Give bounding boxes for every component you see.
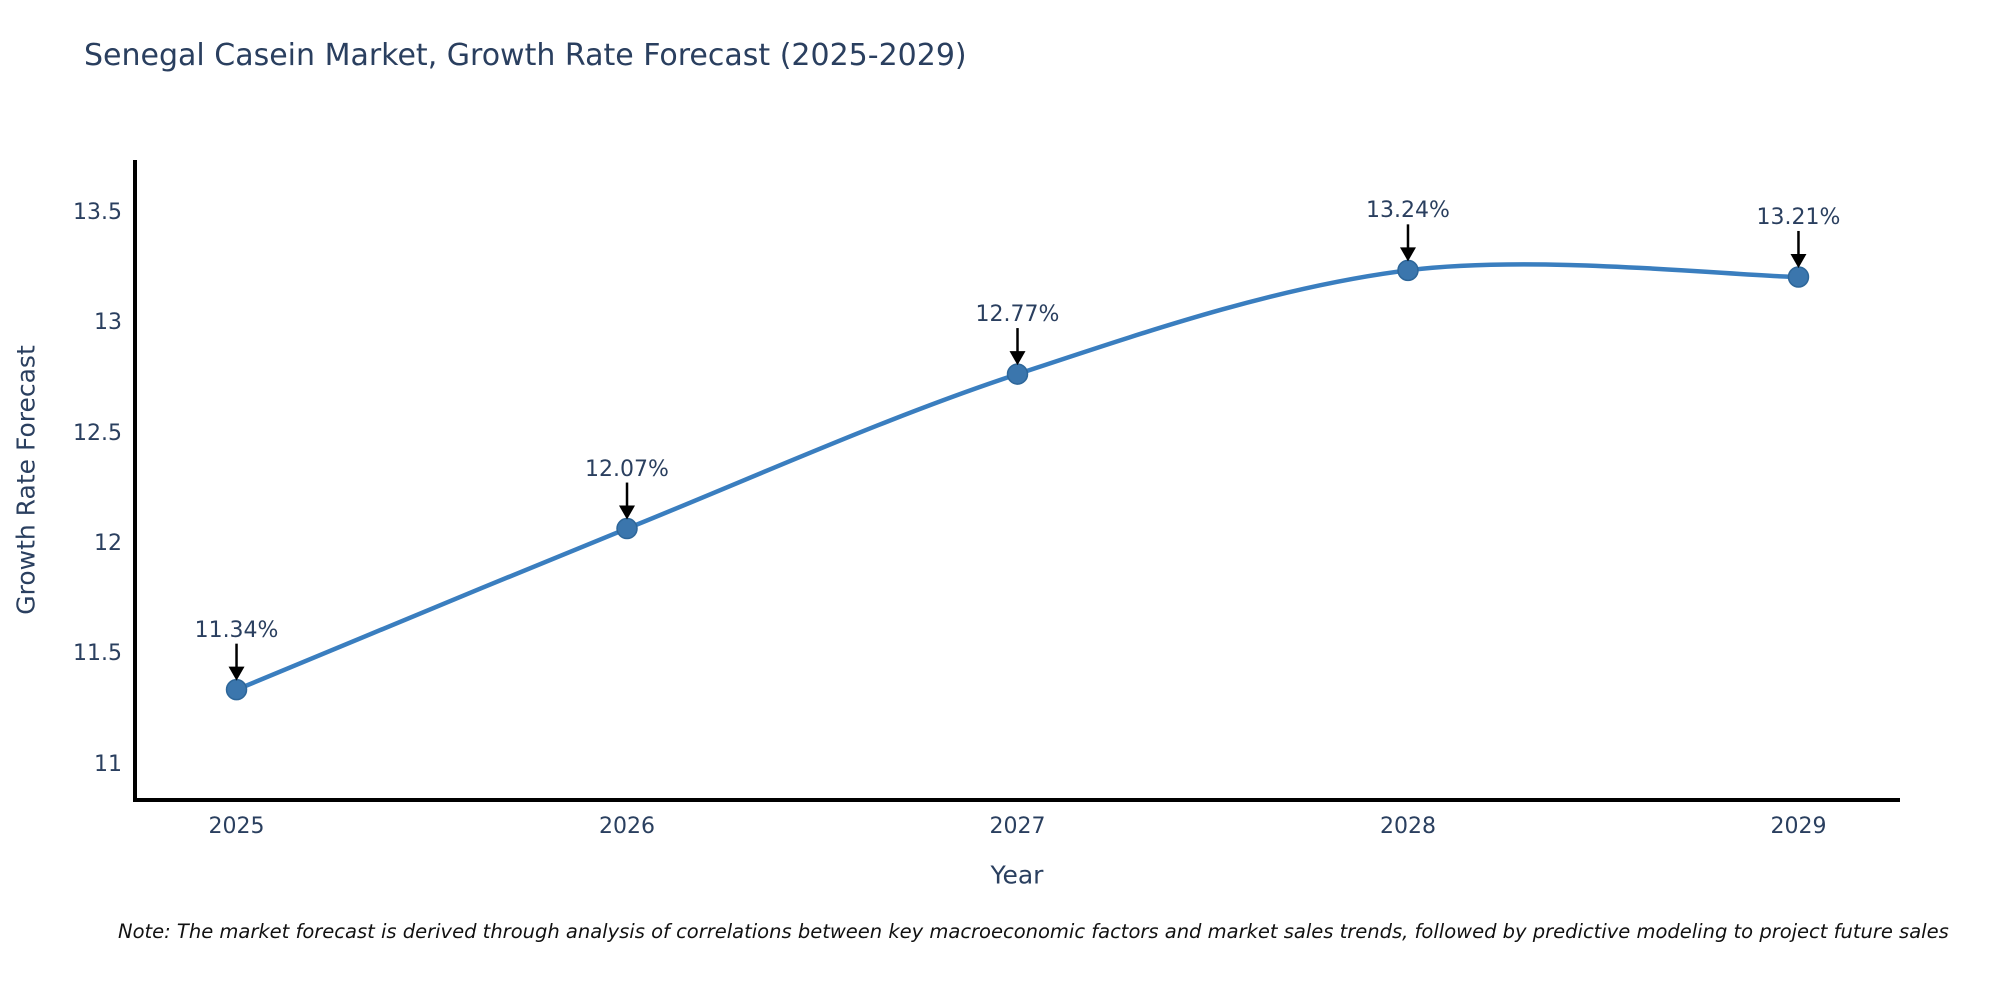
annotation-arrowhead-icon xyxy=(1790,253,1807,268)
y-tick-label: 11.5 xyxy=(73,641,122,667)
x-tick-label: 2029 xyxy=(1770,814,1827,839)
x-axis-title: Year xyxy=(990,860,1044,890)
annotation-arrowhead-icon xyxy=(619,505,636,520)
x-tick-label: 2025 xyxy=(208,814,265,839)
data-point-marker[interactable] xyxy=(225,678,248,701)
y-tick-label: 11 xyxy=(94,751,122,777)
y-tick-label: 13 xyxy=(94,310,122,336)
chart-title: Senegal Casein Market, Growth Rate Forec… xyxy=(84,38,967,73)
annotation-arrowhead-icon xyxy=(1399,247,1416,262)
y-tick-label: 12 xyxy=(94,531,122,556)
data-point-marker[interactable] xyxy=(1006,363,1029,385)
data-point-marker[interactable] xyxy=(1397,259,1419,282)
point-annotation: 13.21% xyxy=(1756,204,1841,230)
annotation-arrowhead-icon xyxy=(1009,351,1026,366)
point-annotation: 12.77% xyxy=(975,302,1060,328)
y-tick-label: 12.5 xyxy=(73,420,122,446)
x-tick-label: 2026 xyxy=(599,814,655,839)
data-point-marker[interactable] xyxy=(1787,266,1810,288)
data-point-marker[interactable] xyxy=(616,517,638,540)
x-tick-label: 2028 xyxy=(1379,814,1436,839)
y-tick-label: 13.5 xyxy=(73,199,122,225)
point-annotation: 12.07% xyxy=(585,456,669,482)
annotation-arrowhead-icon xyxy=(228,666,245,681)
footnote: Note: The market forecast is derived thr… xyxy=(118,920,1949,943)
point-annotation: 13.24% xyxy=(1366,198,1450,224)
point-annotation: 11.34% xyxy=(194,617,279,643)
x-tick-label: 2027 xyxy=(989,814,1046,839)
